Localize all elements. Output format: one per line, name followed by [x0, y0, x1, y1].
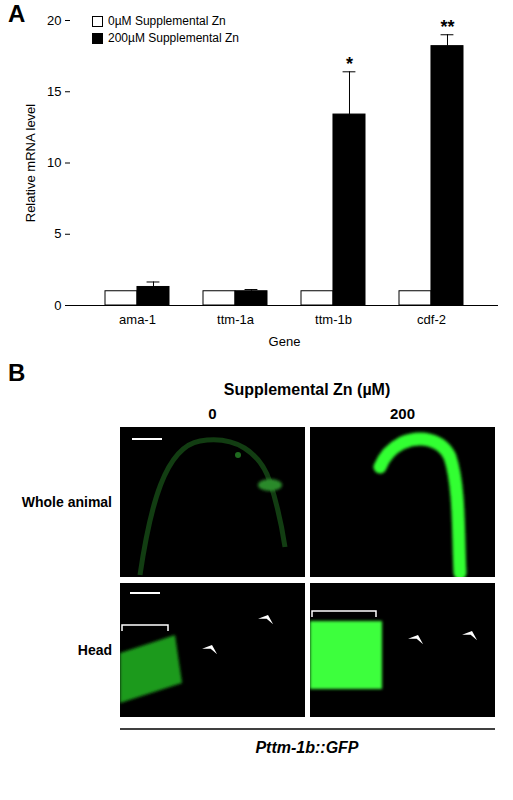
- html-text:0µM Supplemental Zn: 0µM Supplemental Zn: [108, 14, 226, 28]
- svg-text:Gene: Gene: [269, 334, 301, 349]
- svg-text:Relative mRNA level: Relative mRNA level: [23, 104, 38, 223]
- svg-text:*: *: [346, 54, 353, 74]
- svg-text:Pttm-1b::GFP: Pttm-1b::GFP: [255, 739, 358, 756]
- svg-text:B: B: [8, 359, 25, 386]
- svg-text:**: **: [440, 17, 454, 37]
- svg-text:10: 10: [47, 155, 61, 170]
- svg-text:cdf-2: cdf-2: [417, 312, 446, 327]
- html-text:200µM Supplemental Zn: 200µM Supplemental Zn: [108, 31, 239, 45]
- svg-text:Head: Head: [78, 642, 112, 658]
- html-text:A: A: [8, 0, 26, 27]
- svg-text:Supplemental Zn (µM): Supplemental Zn (µM): [224, 381, 391, 398]
- svg-text:ttm-1a: ttm-1a: [217, 312, 255, 327]
- svg-text:Whole animal: Whole animal: [22, 494, 112, 510]
- svg-text:ama-1: ama-1: [119, 312, 156, 327]
- svg-text:0: 0: [54, 298, 61, 313]
- svg-text:ttm-1b: ttm-1b: [315, 312, 352, 327]
- svg-text:200: 200: [390, 405, 415, 422]
- svg-text:20: 20: [47, 13, 61, 28]
- svg-text:15: 15: [47, 84, 61, 99]
- svg-text:5: 5: [54, 226, 61, 241]
- svg-text:0: 0: [208, 405, 216, 422]
